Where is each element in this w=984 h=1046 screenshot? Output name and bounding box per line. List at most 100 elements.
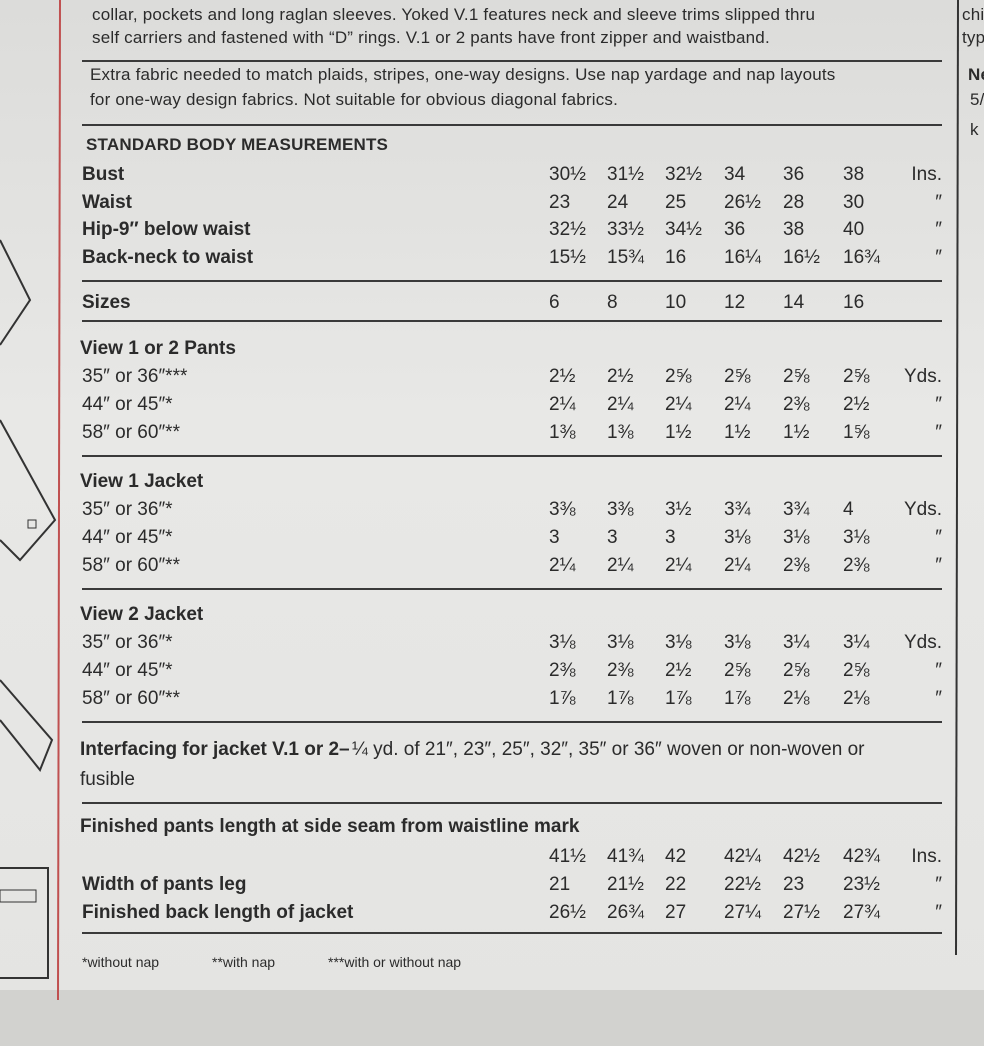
- section-heading: STANDARD BODY MEASUREMENTS: [86, 135, 389, 154]
- value: 2¼: [549, 555, 576, 576]
- value: 26¾: [607, 902, 644, 923]
- unit: ″: [935, 527, 942, 548]
- row-label: 44″ or 45″*: [82, 394, 173, 415]
- value: 2⅝: [843, 366, 870, 387]
- value: 42¼: [724, 846, 761, 867]
- row-label: 35″ or 36″*: [82, 499, 173, 520]
- value: 2¼: [607, 555, 634, 576]
- value: 34½: [665, 219, 702, 240]
- value: 28: [783, 192, 805, 213]
- unit: ″: [935, 660, 942, 681]
- intro-text: self carriers and fastened with “D” ring…: [92, 28, 770, 47]
- value: 3¾: [724, 499, 751, 520]
- value: 31½: [607, 164, 644, 185]
- section-heading: Finished pants length at side seam from …: [80, 816, 580, 837]
- value: 23: [783, 874, 805, 895]
- unit: ″: [935, 555, 942, 576]
- value: 42: [665, 846, 687, 867]
- unit: ″: [935, 219, 942, 240]
- side-fragment: 5/: [970, 90, 984, 109]
- value: 2⅜: [607, 660, 634, 681]
- value: 2½: [607, 366, 634, 387]
- unit: ″: [935, 688, 942, 709]
- row-label: 58″ or 60″**: [82, 555, 180, 576]
- value: 16¼: [724, 247, 761, 268]
- value: 3⅛: [607, 632, 634, 653]
- rule: [82, 932, 942, 934]
- unit: ″: [935, 902, 942, 923]
- value: 2⅝: [724, 366, 751, 387]
- value: 2½: [665, 660, 692, 681]
- value: 33½: [607, 219, 644, 240]
- unit: ″: [935, 422, 942, 443]
- value: 3⅛: [783, 527, 810, 548]
- pattern-piece: [0, 239, 32, 346]
- row-label: 58″ or 60″**: [82, 422, 180, 443]
- footnote: **with nap: [212, 954, 276, 970]
- footnote: ***with or without nap: [328, 954, 462, 970]
- value: 3: [665, 527, 676, 548]
- rule: [82, 721, 942, 723]
- unit: ″: [935, 874, 942, 895]
- value: 2¼: [549, 394, 576, 415]
- value: 2¼: [724, 394, 751, 415]
- unit: Ins.: [911, 164, 942, 185]
- row-label: Finished back length of jacket: [82, 902, 354, 923]
- value: 21½: [607, 874, 644, 895]
- unit: ″: [935, 192, 942, 213]
- row-label: 35″ or 36″*: [82, 632, 173, 653]
- unit: ″: [935, 394, 942, 415]
- value: 3½: [665, 499, 692, 520]
- bottom-edge: [0, 990, 984, 1046]
- side-fragment: k: [970, 120, 979, 139]
- interfacing-title: Interfacing for jacket V.1 or 2–: [80, 739, 350, 760]
- row-label: 44″ or 45″*: [82, 527, 173, 548]
- value: 40: [843, 219, 865, 240]
- pattern-piece: [0, 867, 49, 979]
- value: 6: [549, 292, 560, 313]
- rule: [82, 802, 942, 804]
- row-label: 58″ or 60″**: [82, 688, 180, 709]
- value: 38: [783, 219, 805, 240]
- value: 3⅜: [549, 499, 576, 520]
- rule: [82, 124, 942, 126]
- value: 8: [607, 292, 618, 313]
- value: 1⅞: [549, 688, 576, 709]
- value: 3¼: [843, 632, 870, 653]
- interfacing-text: ¼ yd. of 21″, 23″, 25″, 32″, 35″ or 36″ …: [352, 739, 865, 760]
- value: 2¼: [665, 394, 692, 415]
- value: 2⅝: [843, 660, 870, 681]
- value: 16½: [783, 247, 820, 268]
- unit: Yds.: [903, 632, 942, 653]
- value: 1⅜: [607, 422, 634, 443]
- unit: ″: [935, 247, 942, 268]
- value: 3⅛: [843, 527, 870, 548]
- row-label: Back-neck to waist: [82, 247, 254, 268]
- value: 3¼: [783, 632, 810, 653]
- value: 3⅛: [724, 632, 751, 653]
- value: 36: [724, 219, 746, 240]
- value: 2⅝: [665, 366, 692, 387]
- value: 22½: [724, 874, 761, 895]
- section-title: View 1 Jacket: [80, 471, 204, 492]
- rule: [82, 280, 942, 282]
- value: 2⅜: [843, 555, 870, 576]
- row-label: Width of pants leg: [82, 874, 247, 895]
- right-border: [955, 0, 959, 956]
- value: 1⅞: [665, 688, 692, 709]
- value: 26½: [724, 192, 761, 213]
- row-label: Sizes: [82, 292, 131, 313]
- value: 1⅝: [843, 422, 870, 443]
- pattern-piece: [0, 419, 57, 562]
- value: 1⅞: [724, 688, 751, 709]
- value: 32½: [549, 219, 586, 240]
- rule: [82, 320, 942, 322]
- rule: [82, 455, 942, 457]
- value: 2¼: [665, 555, 692, 576]
- row-label: Hip-9″ below waist: [82, 219, 251, 240]
- value: 22: [665, 874, 687, 895]
- value: 1⅜: [549, 422, 576, 443]
- value: 3: [549, 527, 560, 548]
- value: 2½: [549, 366, 576, 387]
- value: 38: [843, 164, 865, 185]
